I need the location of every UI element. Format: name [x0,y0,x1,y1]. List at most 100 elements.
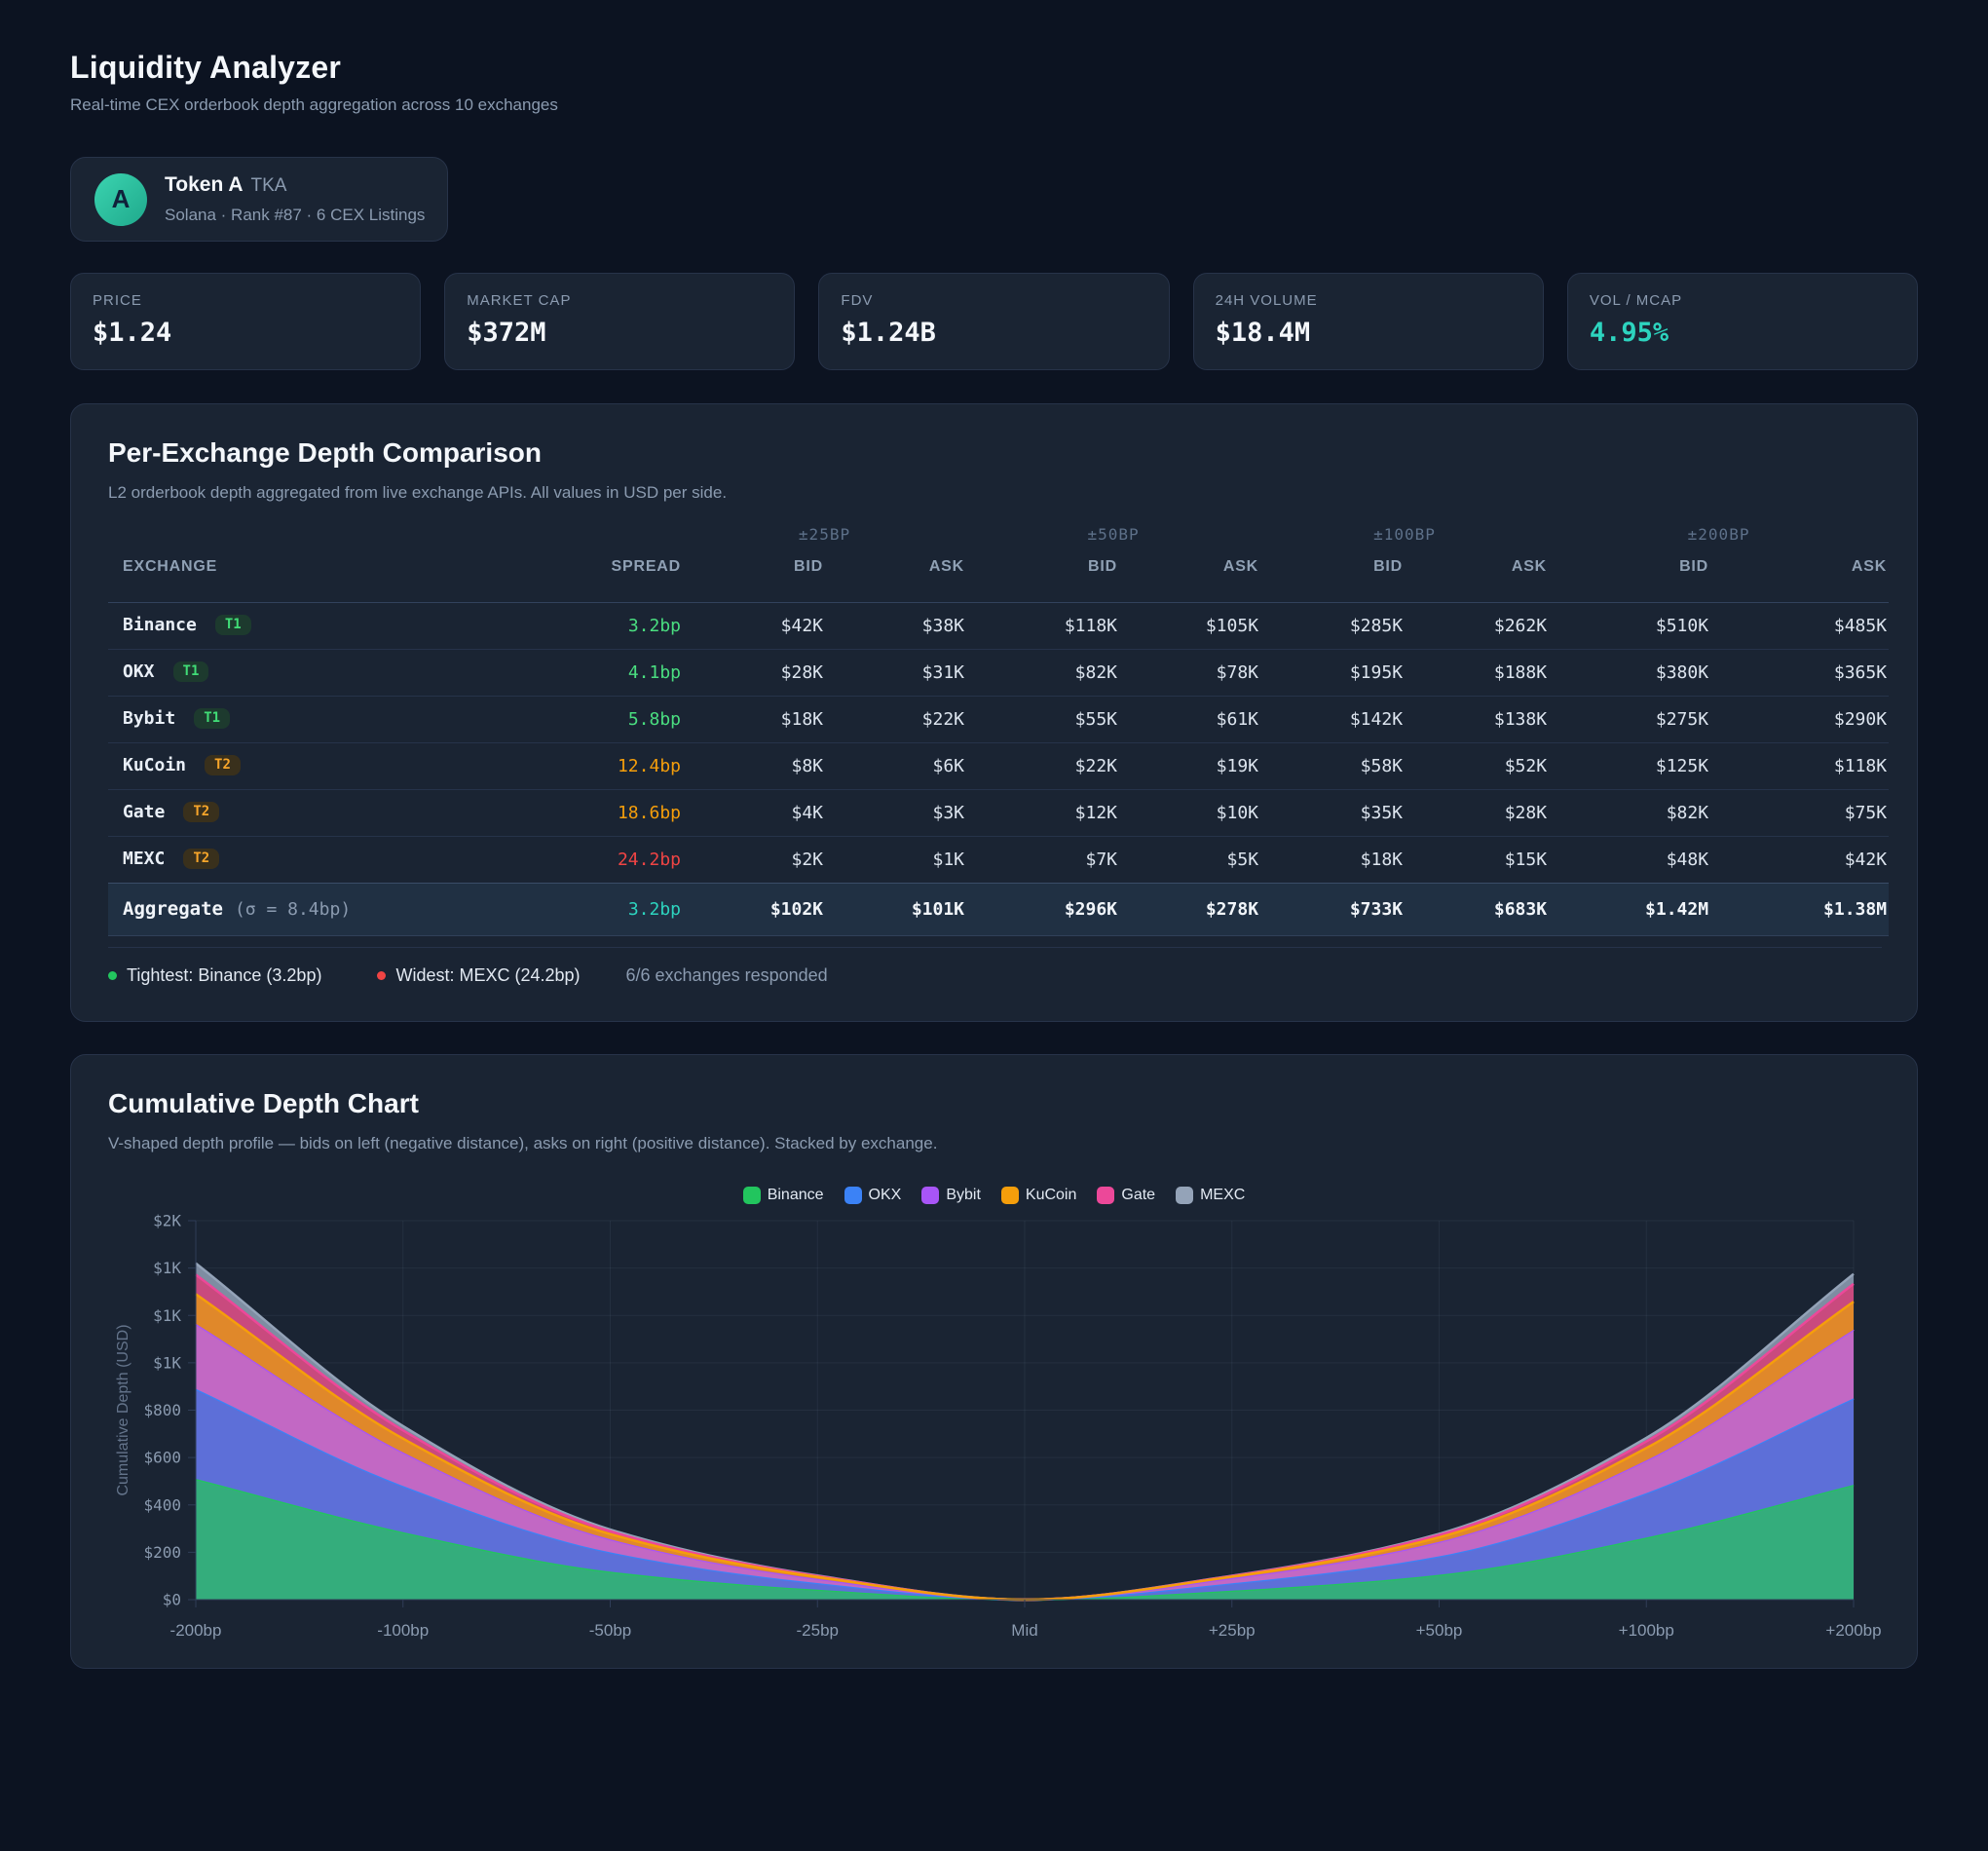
legend-swatch-bybit [921,1187,940,1204]
bid-value-cell: $82K [1549,788,1711,836]
stat-value-market-cap: $372M [467,318,546,348]
table-column-header-row: EXCHANGE SPREAD BID ASK BID ASK BID ASK BID ASK [108,549,1890,603]
stat-value-fdv: $1.24B [841,318,936,348]
y-tick-label: $1K [153,1259,181,1277]
table-row-aggregate: Aggregate (σ = 8.4bp) 3.2bp $102K $101K $296K… [108,882,1890,936]
table-footer: Tightest: Binance (3.2bp) Widest: MEXC (… [108,965,1882,986]
ask-value-cell: $28K [1405,788,1550,836]
token-avatar-letter: A [111,184,131,213]
depth-table-body: Binance T1 3.2bp $42K $38K $118K $105K $285K $26… [108,602,1890,936]
col-header-bid: BID [1260,549,1406,603]
legend-swatch-kucoin [1000,1187,1019,1204]
y-tick-label: $200 [143,1543,181,1562]
y-tick-label: $800 [143,1401,181,1419]
stat-card-vol-mcap: VOL / MCAP 4.95% [1566,273,1919,370]
ask-value-cell: $61K [1119,695,1261,742]
y-tick-label: $2K [153,1212,181,1230]
y-tick-label: $1K [153,1306,181,1325]
exchange-name: Gate [123,801,166,822]
bid-value-cell: $1.42M [1549,882,1711,936]
col-header-spread: SPREAD [535,549,683,603]
stat-value-volume-24h: $18.4M [1215,318,1311,348]
table-row-bybit: Bybit T1 5.8bp $18K $22K $55K $61K $142K $138K $2… [108,695,1890,742]
table-row-okx: OKX T1 4.1bp $28K $31K $82K $78K $195K $188K $380… [108,648,1890,696]
area-binance [196,1479,1854,1600]
ask-value-cell: $1K [825,835,967,883]
table-footer-divider [108,947,1882,948]
stat-label-market-cap: MARKET CAP [467,292,572,309]
bid-value-cell: $102K [683,882,825,936]
legend-item-bybit[interactable]: Bybit [921,1187,981,1204]
bid-value-cell: $12K [966,788,1120,836]
legend-swatch-gate [1097,1187,1115,1204]
ask-value-cell: $19K [1119,741,1261,789]
depth-chart-subtitle: V-shaped depth profile — bids on left (n… [108,1134,938,1152]
aggregate-cell: Aggregate (σ = 8.4bp) [108,882,535,936]
tier-badge-t2: T2 [183,801,220,822]
token-avatar: A [94,172,147,226]
table-row-gate: Gate T2 18.6bp $4K $3K $12K $10K $35K $28K $82K $7… [108,788,1890,836]
ask-value-cell: $683K [1405,882,1550,936]
group-header-25bp: ±25BP [798,524,851,544]
page-subtitle: Real-time CEX orderbook depth aggregatio… [70,95,558,114]
tier-badge-t2: T2 [205,754,241,775]
legend-item-gate[interactable]: Gate [1097,1187,1155,1204]
stat-card-price: PRICE $1.24 [70,273,422,370]
ask-value-cell: $3K [825,788,967,836]
depth-table-header: ±25BP ±50BP ±100BP ±200BP EXCHANGE SPREAD BID A… [108,518,1890,603]
widest-indicator: Widest: MEXC (24.2bp) [377,965,581,986]
page-title: Liquidity Analyzer [70,50,342,85]
spread-cell: 3.2bp [627,615,681,636]
legend-item-mexc[interactable]: MEXC [1176,1187,1245,1204]
exchange-cell: MEXC T2 [108,835,535,883]
bid-value-cell: $125K [1549,741,1711,789]
stat-card-market-cap: MARKET CAP $372M [444,273,796,370]
y-tick-label: $600 [143,1449,181,1467]
stat-label-vol-mcap: VOL / MCAP [1589,292,1683,309]
ask-value-cell: $290K [1710,695,1890,742]
x-tick-label: +200bp [1825,1621,1881,1640]
bid-value-cell: $18K [683,695,825,742]
ask-value-cell: $101K [825,882,967,936]
ask-value-cell: $485K [1833,615,1888,636]
legend-item-binance[interactable]: Binance [742,1187,824,1204]
token-card: A Token A TKA Solana · Rank #87 · 6 CEX L… [70,157,448,242]
stat-card-fdv: FDV $1.24B [818,273,1170,370]
legend-swatch-mexc [1176,1187,1194,1204]
cumulative-depth-chart[interactable]: $0 $200 $400 $600 $800 $1K $1K $1K $2K -200bp -100… [71,1055,1917,1668]
bid-value-cell: $296K [966,882,1120,936]
x-tick-label: -200bp [170,1621,222,1640]
exchange-name: Bybit [123,707,176,729]
exchange-cell: Gate T2 [108,788,535,836]
legend-item-kucoin[interactable]: KuCoin [1000,1187,1076,1204]
legend-item-okx[interactable]: OKX [844,1187,901,1204]
depth-table-card: Per-Exchange Depth Comparison L2 orderbo… [70,403,1918,1022]
depth-table-title: Per-Exchange Depth Comparison [108,437,542,468]
ask-value-cell: $6K [825,741,967,789]
stat-label-price: PRICE [93,292,142,309]
tightest-label: Tightest: Binance (3.2bp) [127,965,322,985]
ask-value-cell: $262K [1493,615,1548,636]
bid-value-cell: $82K [966,648,1120,696]
col-header-ask: ASK [1710,549,1890,603]
bid-value-cell: $48K [1549,835,1711,883]
x-tick-label: +100bp [1619,1621,1674,1640]
bid-value-cell: $510K [1655,615,1709,636]
ask-value-cell: $118K [1710,741,1890,789]
exchange-cell: OKX T1 [108,648,535,696]
ask-value-cell: $31K [825,648,967,696]
x-tick-label: -50bp [589,1621,631,1640]
bid-value-cell: $380K [1549,648,1711,696]
x-tick-label: Mid [1011,1621,1037,1640]
group-header-spacer [535,518,683,549]
responded-label: 6/6 exchanges responded [625,965,828,985]
aggregate-label: Aggregate [123,898,223,920]
token-symbol: TKA [250,175,287,196]
ask-value-cell: $52K [1405,741,1550,789]
depth-chart-title: Cumulative Depth Chart [108,1088,419,1118]
group-header-100bp: ±100BP [1373,524,1436,544]
widest-dot-icon [377,971,387,980]
bid-value-cell: $42K [780,615,823,636]
exchange-name: OKX [123,661,155,682]
depth-table-subtitle: L2 orderbook depth aggregated from live … [108,483,728,502]
